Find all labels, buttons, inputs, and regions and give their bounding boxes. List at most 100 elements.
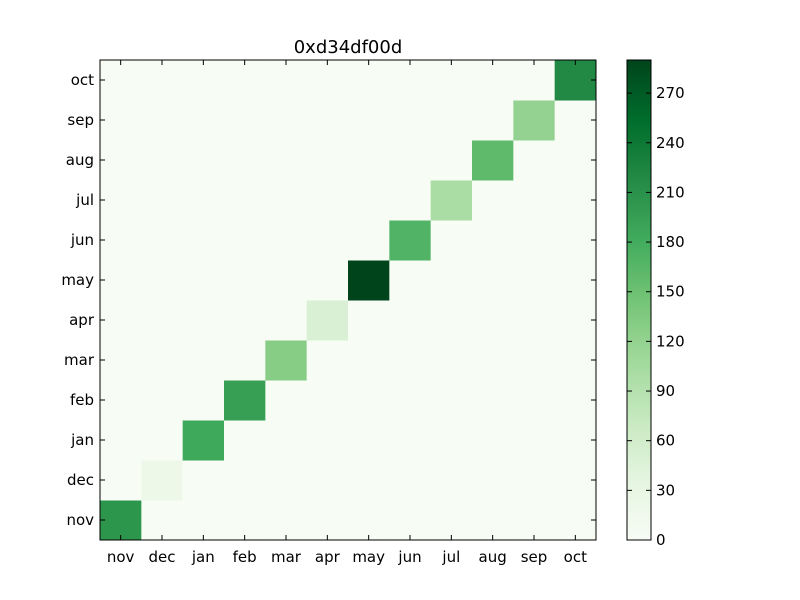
- heatmap-cell-jan-may: [348, 420, 390, 461]
- heatmap-cell-mar-jun: [389, 340, 432, 381]
- heatmap-cell-nov-aug: [472, 500, 514, 541]
- heatmap-cell-sep-apr: [306, 100, 349, 141]
- heatmap-cell-jul-oct: [554, 180, 597, 221]
- heatmap-cell-nov-jun: [389, 500, 432, 541]
- y-tick-label: mar: [64, 351, 95, 369]
- heatmap-cell-dec-jan: [182, 460, 225, 501]
- heatmap-cell-nov-dec: [141, 500, 184, 541]
- heatmap-cell-feb-oct: [554, 380, 597, 421]
- heatmap-cell-jun-apr: [306, 220, 349, 261]
- y-tick-label: jul: [75, 191, 94, 209]
- heatmap-cell-jun-oct: [554, 220, 597, 261]
- heatmap-cell-jun-mar: [265, 220, 308, 261]
- heatmap-cell-dec-jul: [430, 460, 473, 501]
- heatmap-cell-feb-may: [348, 380, 390, 421]
- heatmap-cell-jun-may: [348, 220, 390, 261]
- heatmap-cell-dec-oct: [554, 460, 597, 501]
- plot-frame: [99, 59, 597, 541]
- heatmap-cell-feb-apr: [306, 380, 349, 421]
- x-tick-label: apr: [315, 548, 341, 566]
- heatmap-cell-apr-nov: [100, 300, 142, 341]
- heatmap-cell-jun-feb: [224, 220, 266, 261]
- heatmap-cell-feb-aug: [472, 380, 514, 421]
- heatmap-cell-jun-aug: [472, 220, 514, 261]
- x-tick-label: oct: [564, 548, 587, 566]
- heatmap-cell-feb-sep: [513, 380, 556, 421]
- heatmap-cell-jan-jul: [430, 420, 473, 461]
- heatmap-cell-jul-jan: [182, 180, 225, 221]
- y-tick-label: nov: [66, 511, 94, 529]
- heatmap-cell-aug-oct: [554, 140, 597, 181]
- heatmap-cell-nov-mar: [265, 500, 308, 541]
- x-tick-label: jul: [441, 548, 460, 566]
- colorbar-tick-label: 210: [656, 183, 685, 201]
- heatmap-cell-jan-mar: [265, 420, 308, 461]
- x-tick-label: jan: [191, 548, 215, 566]
- heatmap-cell-feb-jun: [389, 380, 432, 421]
- heatmap-cell-sep-feb: [224, 100, 266, 141]
- heatmap-cell-aug-mar: [265, 140, 308, 181]
- heatmap-cell-oct-nov: [100, 60, 142, 101]
- y-tick-label: dec: [67, 471, 94, 489]
- heatmap-cell-feb-jul: [430, 380, 473, 421]
- y-tick-label: apr: [69, 311, 95, 329]
- heatmap-cell-dec-mar: [265, 460, 308, 501]
- y-tick-label: jun: [70, 231, 94, 249]
- heatmap-cell-oct-may: [348, 60, 390, 101]
- x-tick-label: mar: [271, 548, 302, 566]
- heatmap-cell-jan-feb: [224, 420, 266, 461]
- heatmap-cell-dec-may: [348, 460, 390, 501]
- heatmap-cell-dec-apr: [306, 460, 349, 501]
- heatmap-cell-nov-jan: [182, 500, 225, 541]
- colorbar-tick-label: 150: [656, 283, 685, 301]
- heatmap-cell-oct-dec: [141, 60, 184, 101]
- y-tick-label: may: [61, 271, 94, 289]
- y-tick-label: aug: [66, 151, 94, 169]
- heatmap-cell-sep-sep: [513, 100, 556, 141]
- heatmap-cell-dec-nov: [100, 460, 142, 501]
- heatmap-cell-aug-nov: [100, 140, 142, 181]
- heatmap-cell-nov-oct: [554, 500, 597, 541]
- heatmap-cell-mar-may: [348, 340, 390, 381]
- heatmap-cell-apr-oct: [554, 300, 597, 341]
- heatmap-cell-jul-may: [348, 180, 390, 221]
- x-tick-label: sep: [521, 548, 548, 566]
- heatmap-cell-aug-jun: [389, 140, 432, 181]
- heatmap-cell-oct-sep: [513, 60, 556, 101]
- heatmap-cell-jan-nov: [100, 420, 142, 461]
- heatmap-cell-feb-feb: [224, 380, 266, 421]
- heatmap-cell-jun-jul: [430, 220, 473, 261]
- heatmap-cell-jun-jan: [182, 220, 225, 261]
- heatmap-cell-mar-jan: [182, 340, 225, 381]
- heatmap-cell-feb-nov: [100, 380, 142, 421]
- x-tick-label: dec: [149, 548, 176, 566]
- y-tick-label: feb: [70, 391, 94, 409]
- heatmap-cell-dec-jun: [389, 460, 432, 501]
- heatmap-cell-nov-jul: [430, 500, 473, 541]
- heatmap-cell-apr-may: [348, 300, 390, 341]
- heatmap-cell-jul-mar: [265, 180, 308, 221]
- heatmap-cell-aug-aug: [472, 140, 514, 181]
- heatmap-cell-may-feb: [224, 260, 266, 301]
- heatmap-cell-nov-feb: [224, 500, 266, 541]
- y-tick-label: oct: [71, 71, 94, 89]
- heatmap-cell-may-mar: [265, 260, 308, 301]
- colorbar-tick-label: 30: [656, 481, 675, 499]
- heatmap-cell-jul-feb: [224, 180, 266, 221]
- heatmap-cell-may-nov: [100, 260, 142, 301]
- colorbar-tick-label: 120: [656, 332, 685, 350]
- heatmap-cell-nov-apr: [306, 500, 349, 541]
- axes: nov dec jan feb mar apr may jun jul aug sep octnovd…: [61, 60, 596, 566]
- heatmap-cell-mar-apr: [306, 340, 349, 381]
- heatmap-cell-mar-dec: [141, 340, 184, 381]
- heatmap-cell-jan-jun: [389, 420, 432, 461]
- heatmap-cell-jul-aug: [472, 180, 514, 221]
- heatmap-cell-sep-nov: [100, 100, 142, 141]
- heatmap-cell-feb-dec: [141, 380, 184, 421]
- heatmap-cell-oct-oct: [554, 60, 597, 101]
- heatmap-cell-aug-sep: [513, 140, 556, 181]
- heatmap-cell-sep-aug: [472, 100, 514, 141]
- heatmap-cell-jun-sep: [513, 220, 556, 261]
- heatmap-cell-apr-sep: [513, 300, 556, 341]
